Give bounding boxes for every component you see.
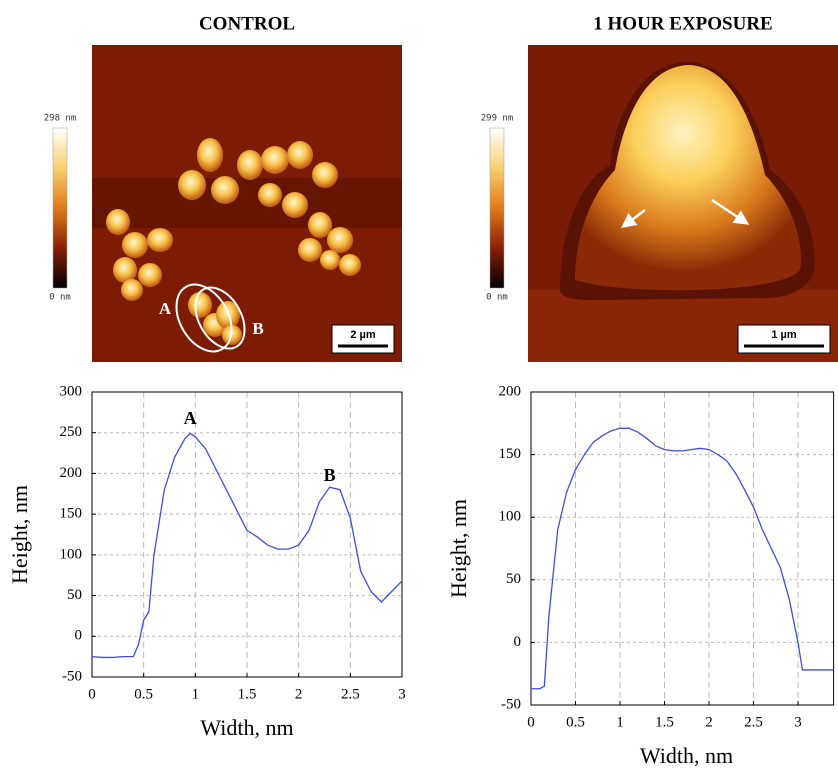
plot-frame bbox=[91, 391, 403, 678]
colorbar bbox=[52, 127, 68, 289]
annotation: B bbox=[324, 465, 336, 485]
x-tick-label: 1 bbox=[616, 714, 624, 730]
y-tick-label: 50 bbox=[506, 571, 521, 587]
y-tick-label: 150 bbox=[499, 446, 522, 462]
colorbar-max: 299 nm bbox=[481, 114, 514, 124]
y-axis-label: Height, nm bbox=[446, 499, 471, 598]
panel-title: CONTROL bbox=[199, 13, 295, 34]
colorbar bbox=[489, 127, 505, 289]
scale-bar-label: 2 µm bbox=[350, 329, 376, 341]
x-axis-label: Width, nm bbox=[200, 715, 293, 740]
y-tick-label: 150 bbox=[60, 506, 83, 522]
y-tick-label: 0 bbox=[75, 628, 83, 644]
y-tick-label: -50 bbox=[501, 696, 521, 712]
x-tick-label: 1.5 bbox=[238, 686, 257, 702]
image-marker: A bbox=[159, 299, 172, 318]
y-tick-label: 100 bbox=[60, 546, 83, 562]
colorbar-min: 0 nm bbox=[49, 293, 71, 303]
y-tick-label: -50 bbox=[62, 668, 82, 684]
x-tick-label: 2 bbox=[295, 686, 303, 702]
y-tick-label: 0 bbox=[514, 634, 522, 650]
y-tick-label: 100 bbox=[499, 509, 522, 525]
x-tick-label: 2 bbox=[705, 714, 713, 730]
x-tick-label: 3 bbox=[398, 686, 406, 702]
image-marker: B bbox=[252, 319, 263, 338]
x-tick-label: 2.5 bbox=[341, 686, 360, 702]
afm-image: A B 2 µm bbox=[92, 45, 402, 362]
x-axis-label: Width, nm bbox=[640, 743, 733, 768]
data-line bbox=[531, 427, 834, 690]
y-tick-label: 200 bbox=[60, 465, 83, 481]
y-tick-label: 50 bbox=[67, 587, 82, 603]
x-tick-label: 0.5 bbox=[566, 714, 585, 730]
colorbar-min: 0 nm bbox=[486, 293, 508, 303]
y-tick-label: 300 bbox=[60, 383, 83, 399]
x-tick-label: 0 bbox=[88, 686, 96, 702]
annotation: A bbox=[184, 408, 197, 428]
panel-title: 1 HOUR EXPOSURE bbox=[593, 13, 772, 34]
x-tick-label: 3 bbox=[794, 714, 802, 730]
y-tick-label: 200 bbox=[499, 383, 522, 399]
data-line bbox=[91, 432, 403, 659]
x-tick-label: 1 bbox=[192, 686, 200, 702]
y-axis-label: Height, nm bbox=[7, 485, 32, 584]
colorbar-max: 298 nm bbox=[44, 114, 77, 124]
plot-frame bbox=[530, 391, 835, 706]
x-tick-label: 0 bbox=[527, 714, 535, 730]
afm-image: 1 µm bbox=[528, 45, 838, 362]
x-tick-label: 1.5 bbox=[655, 714, 674, 730]
x-tick-label: 0.5 bbox=[134, 686, 153, 702]
scale-bar-label: 1 µm bbox=[771, 329, 797, 341]
x-tick-label: 2.5 bbox=[744, 714, 763, 730]
y-tick-label: 250 bbox=[60, 424, 83, 440]
